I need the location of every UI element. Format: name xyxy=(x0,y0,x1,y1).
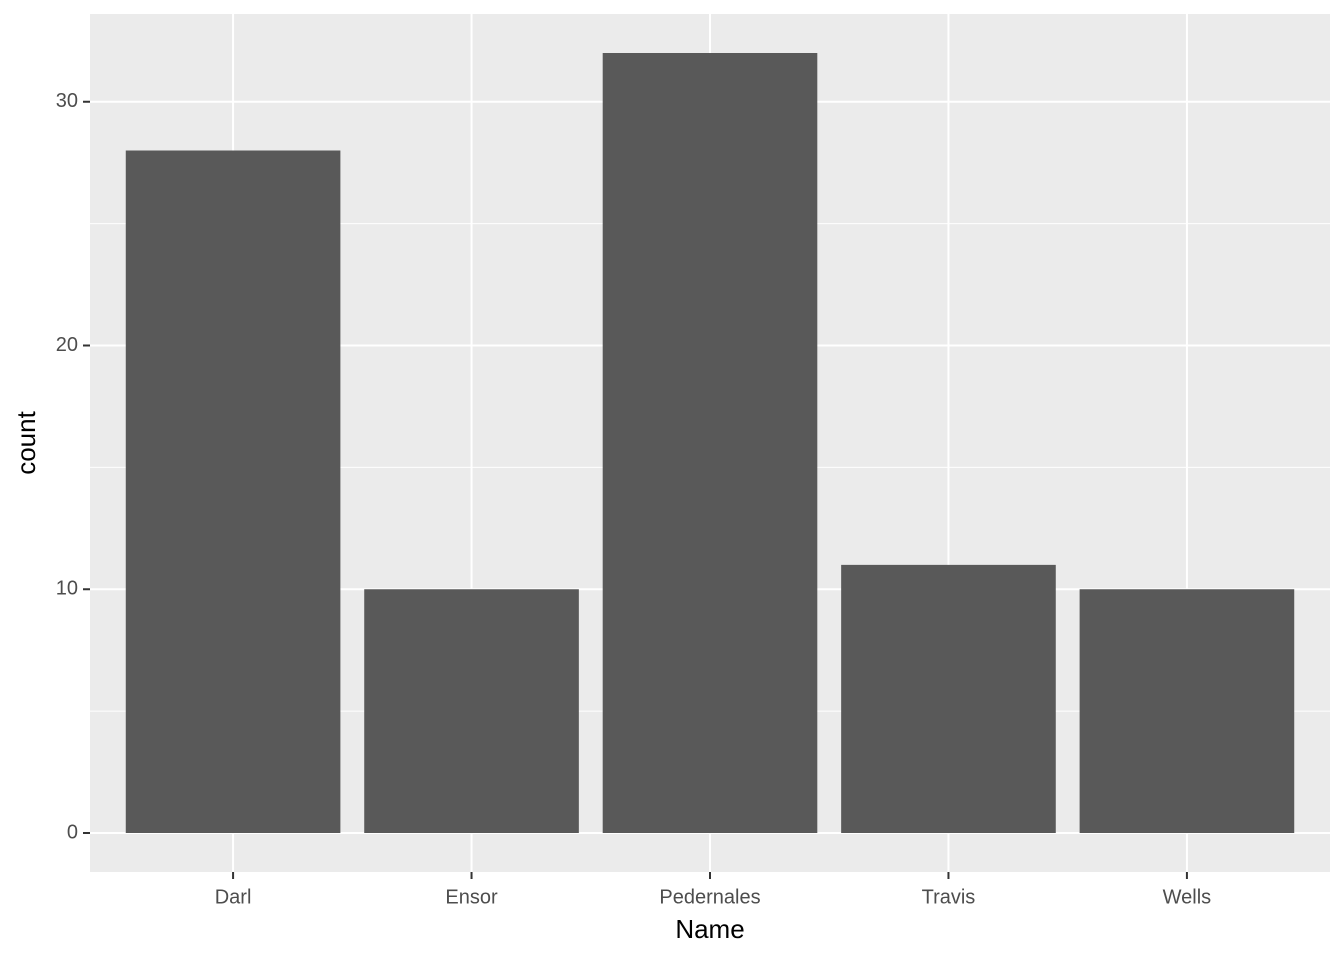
bar xyxy=(602,53,818,833)
bar xyxy=(1079,589,1295,833)
x-tick-label: Travis xyxy=(922,886,976,908)
y-tick-label: 10 xyxy=(56,578,78,600)
y-tick-label: 0 xyxy=(67,821,78,843)
bar xyxy=(125,150,341,833)
y-tick-label: 30 xyxy=(56,90,78,112)
bar xyxy=(364,589,579,833)
y-axis-title: count xyxy=(11,410,41,474)
x-tick-label: Wells xyxy=(1163,886,1212,908)
x-tick-label: Ensor xyxy=(445,886,498,908)
bar xyxy=(841,564,1056,833)
x-tick-label: Darl xyxy=(215,886,252,908)
x-axis-title: Name xyxy=(675,914,744,944)
y-tick-label: 20 xyxy=(56,334,78,356)
x-tick-label: Pedernales xyxy=(659,886,760,908)
